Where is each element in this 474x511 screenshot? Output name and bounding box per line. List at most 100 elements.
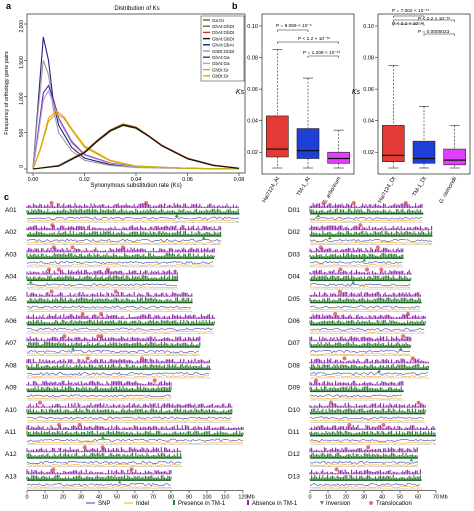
chromosome-bar	[27, 279, 179, 282]
boxplot-significance-bracket	[393, 19, 455, 22]
translocation-marker	[401, 334, 406, 339]
boxplot-y-tick-label: 0.02	[247, 150, 258, 156]
presence-track	[26, 474, 172, 480]
chromosome-bar	[310, 479, 422, 481]
inversion-marker	[351, 280, 356, 284]
indel-density-line	[309, 486, 421, 489]
boxplot-y-axis-label: Ks	[352, 89, 361, 96]
chromosome-label: D12	[288, 451, 300, 458]
absence-track	[26, 291, 193, 297]
boxplot-y-tick-label: 0.04	[363, 119, 374, 125]
boxplot-p-value: P = 9.059 × 10⁻⁶	[276, 23, 312, 29]
ks-legend-label: GhAt:GhDt	[212, 24, 235, 29]
boxplot-category-label: G. arboreum	[322, 176, 343, 206]
boxplot-y-tick-label: 0.06	[247, 87, 258, 93]
snp-density-line	[27, 372, 210, 376]
boxplot-p-value: P = 7.002 × 10⁻¹⁵	[392, 8, 430, 14]
mb-axis-tick-label: 110	[221, 495, 230, 501]
boxplot-significance-bracket	[423, 33, 455, 36]
ks-series-line-gbdt-gr	[32, 113, 240, 170]
translocation-marker	[351, 201, 356, 205]
indel-density-line	[26, 241, 222, 245]
map-legend-label: Inversion	[326, 501, 350, 507]
ks-legend-label: GhAt:GbAt	[212, 43, 235, 48]
boxplot-category-label: Hai7124_Dt	[377, 176, 397, 205]
chromosome-label: D04	[288, 274, 300, 281]
boxplot-significance-bracket	[277, 29, 309, 32]
chromosome-label: D01	[288, 207, 300, 214]
chromosome-bar	[27, 435, 243, 437]
snp-density-line	[26, 460, 182, 465]
translocation-marker	[62, 334, 67, 339]
boxplot-y-tick-label: 0.04	[247, 119, 258, 125]
presence-track	[309, 341, 412, 347]
absence-track	[309, 203, 423, 208]
indel-density-line	[26, 375, 210, 378]
chromosome-label: D09	[288, 385, 300, 392]
indel-density-line	[26, 397, 172, 400]
snp-density-line	[26, 483, 172, 487]
ks-y-tick-label: 500	[19, 129, 25, 138]
boxplot-p-value: P = 0.0005023	[418, 29, 450, 35]
chromosome-label: A08	[5, 362, 17, 369]
boxplot-box	[296, 128, 320, 159]
absence-track	[26, 269, 178, 275]
absence-track	[26, 447, 182, 453]
translocation-marker	[333, 312, 338, 316]
indel-density-line	[309, 352, 411, 356]
chromosome-label: D13	[288, 473, 300, 480]
absence-track	[309, 402, 426, 408]
ks-x-axis-label: Synonymous substitution rate (Ks)	[90, 183, 181, 189]
chromosome-bar	[310, 390, 404, 393]
boxplot-y-tick-label: 0.10	[247, 24, 258, 30]
map-legend-label: Indel	[136, 501, 149, 507]
chromosome-label: A07	[5, 340, 17, 347]
chromosome-bar	[27, 257, 215, 259]
indel-density-line	[309, 308, 421, 311]
absence-track	[26, 225, 222, 231]
mb-axis-tick-label: 30	[361, 495, 367, 501]
snp-density-line	[309, 416, 425, 420]
chromosome-bar	[310, 368, 429, 370]
snp-density-line	[309, 238, 433, 243]
absence-track	[26, 314, 215, 319]
mb-axis-tick-label: 40	[96, 495, 102, 501]
ks-series-line-ghdt-gbdt	[32, 60, 240, 170]
translocation-marker	[46, 267, 51, 272]
presence-track	[309, 474, 421, 480]
absence-track	[309, 314, 426, 319]
chromosome-bar	[310, 213, 424, 215]
chromosome-label: D10	[288, 407, 300, 414]
translocation-marker	[334, 467, 339, 472]
mb-axis-tick-label: 80	[168, 495, 174, 501]
chromosome-label: D06	[288, 318, 300, 325]
indel-density-line	[309, 264, 403, 267]
chromosome-label: A06	[5, 318, 17, 325]
translocation-marker	[366, 445, 371, 450]
boxplot-category-label: Hai7124_At	[261, 176, 281, 204]
presence-track	[26, 408, 233, 413]
snp-density-line	[26, 349, 200, 354]
snp-density-line	[26, 283, 178, 287]
inversion-marker	[327, 236, 332, 240]
chromosome-label: D08	[288, 362, 300, 369]
mb-axis-tick-label: 0	[25, 495, 28, 501]
absence-track	[309, 425, 436, 430]
chromosome-label: A03	[5, 251, 17, 258]
presence-track	[309, 452, 418, 458]
absence-track	[309, 336, 412, 342]
presence-track	[26, 275, 178, 280]
absence-track	[26, 358, 210, 364]
mb-axis-unit: Mb	[247, 495, 255, 501]
inversion-marker	[398, 347, 403, 351]
boxplot-category-label: TM-1_At	[296, 176, 312, 198]
translocation-marker	[342, 356, 347, 361]
panel-label-c: c	[4, 192, 9, 202]
indel-density-line	[309, 397, 403, 400]
translocation-marker	[49, 289, 54, 294]
map-legend-label: Translocation	[376, 501, 412, 507]
boxplot-y-axis-label: Ks	[236, 89, 245, 96]
mb-axis-tick-label: 70	[433, 495, 439, 501]
boxplot-frame	[377, 13, 471, 175]
absence-track	[26, 469, 172, 475]
